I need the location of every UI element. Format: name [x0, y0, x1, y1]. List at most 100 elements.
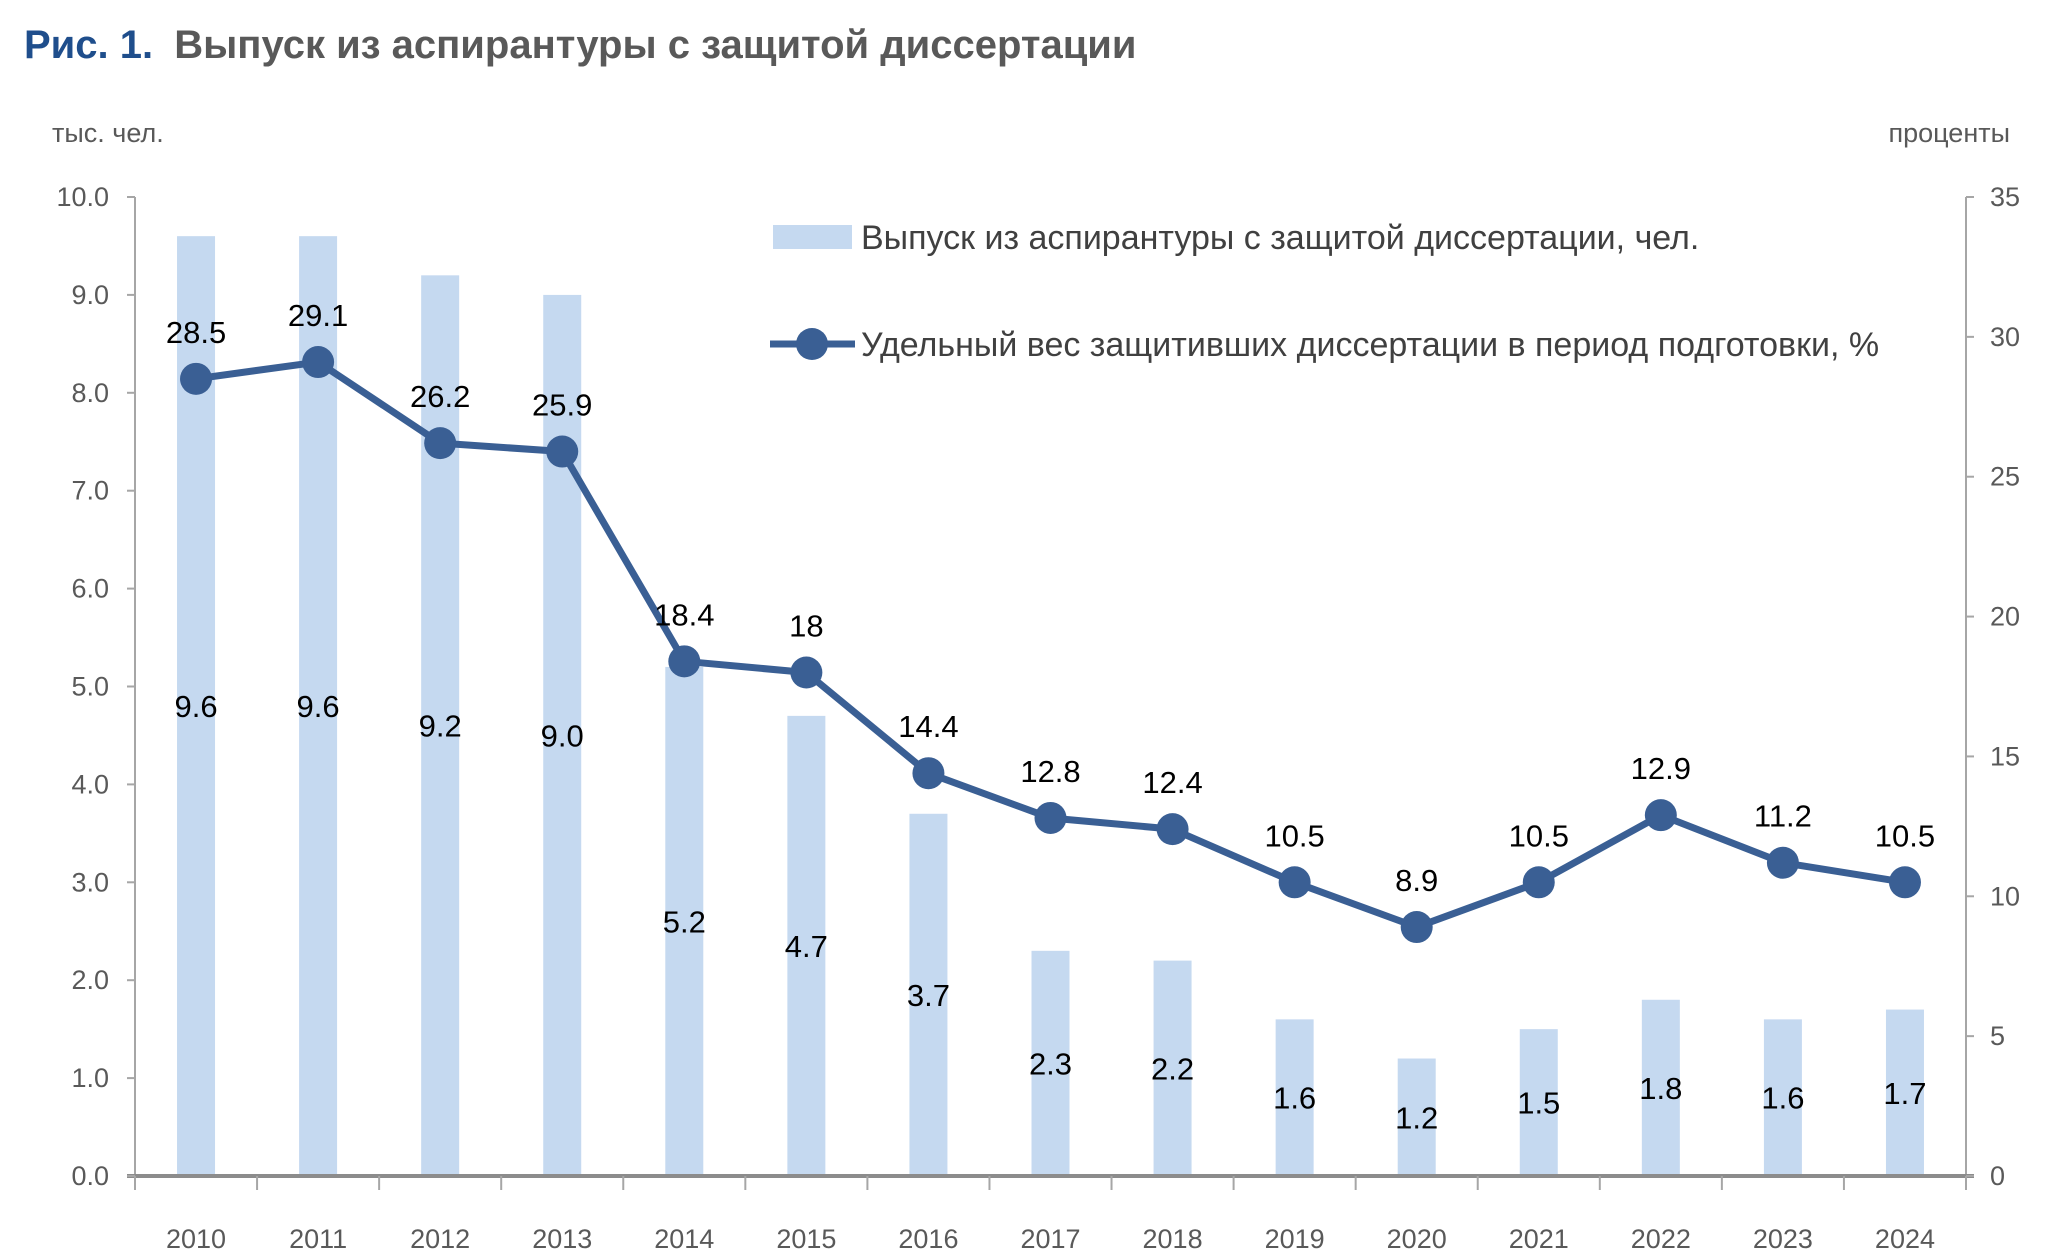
- x-tick-label: 2015: [776, 1224, 836, 1249]
- y-tick-label: 5.0: [71, 672, 109, 702]
- legend-bar-label: Выпуск из аспирантуры с защитой диссерта…: [861, 219, 1699, 257]
- x-tick-label: 2010: [166, 1224, 226, 1249]
- y2-tick-label: 0: [1990, 1161, 2005, 1191]
- legend-bar-swatch: [773, 225, 852, 249]
- x-tick-label: 2012: [410, 1224, 470, 1249]
- y-axis-label: тыс. чел.: [52, 118, 164, 148]
- bar-2014: [665, 666, 704, 1176]
- bar-label-2013: 9.0: [541, 718, 584, 753]
- bar-label-2010: 9.6: [174, 689, 217, 724]
- share-label-2017: 12.8: [1020, 754, 1080, 789]
- y-tick-label: 7.0: [71, 476, 109, 506]
- bar-2017: [1031, 950, 1070, 1176]
- bar-label-2023: 1.6: [1761, 1081, 1804, 1116]
- bar-2019: [1275, 1019, 1314, 1176]
- bar-label-2020: 1.2: [1395, 1100, 1438, 1135]
- y-tick-label: 10.0: [56, 182, 109, 212]
- x-tick-label: 2011: [289, 1224, 347, 1249]
- x-tick-label: 2024: [1875, 1224, 1935, 1249]
- x-tick-label: 2013: [532, 1224, 592, 1249]
- bar-2016: [909, 813, 948, 1176]
- share-marker-2023: [1766, 846, 1799, 879]
- bar-2020: [1397, 1058, 1436, 1176]
- share-marker-2020: [1400, 911, 1433, 944]
- share-label-2010: 28.5: [166, 315, 226, 350]
- x-tick-label: 2020: [1387, 1224, 1447, 1249]
- bar-label-2014: 5.2: [663, 904, 706, 939]
- share-label-2019: 10.5: [1264, 818, 1324, 853]
- x-tick-label: 2023: [1753, 1224, 1813, 1249]
- x-tick-label: 2022: [1631, 1224, 1691, 1249]
- bar-label-2012: 9.2: [419, 709, 462, 744]
- y2-tick-label: 20: [1990, 602, 2020, 632]
- share-label-2020: 8.9: [1395, 863, 1438, 898]
- share-marker-2013: [546, 435, 579, 468]
- share-label-2014: 18.4: [654, 597, 714, 632]
- x-tick-label: 2019: [1265, 1224, 1325, 1249]
- y2-tick-label: 25: [1990, 462, 2020, 492]
- share-label-2021: 10.5: [1509, 818, 1569, 853]
- x-tick-label: 2016: [898, 1224, 958, 1249]
- y-tick-label: 2.0: [71, 965, 109, 995]
- bar-label-2016: 3.7: [907, 978, 950, 1013]
- x-tick-label: 2021: [1509, 1224, 1569, 1249]
- legend-line-marker: [796, 328, 828, 360]
- share-label-2022: 12.9: [1631, 751, 1691, 786]
- bar-2018: [1153, 960, 1192, 1176]
- share-marker-2024: [1888, 866, 1921, 899]
- share-marker-2015: [790, 656, 823, 689]
- share-marker-2022: [1644, 799, 1677, 832]
- share-label-2015: 18: [789, 609, 823, 644]
- bar-label-2021: 1.5: [1517, 1086, 1560, 1121]
- bar-label-2022: 1.8: [1639, 1071, 1682, 1106]
- bar-label-2011: 9.6: [297, 689, 340, 724]
- y2-tick-label: 5: [1990, 1021, 2005, 1051]
- share-label-2011: 29.1: [288, 298, 348, 333]
- share-marker-2014: [668, 645, 701, 678]
- legend-line-label: Удельный вес защитивших диссертации в пе…: [861, 326, 1879, 364]
- x-tick-label: 2017: [1020, 1224, 1080, 1249]
- bar-2023: [1763, 1019, 1802, 1176]
- share-marker-2012: [424, 427, 457, 460]
- share-label-2016: 14.4: [898, 709, 958, 744]
- y2-axis-label: проценты: [1888, 118, 2010, 148]
- bar-label-2017: 2.3: [1029, 1046, 1072, 1081]
- svg-text:Рис. 1. Выпуск из аспирант: Рис. 1. Выпуск из аспирантуры с защитой …: [24, 23, 1136, 67]
- bar-2022: [1641, 999, 1680, 1176]
- bar-label-2015: 4.7: [785, 929, 828, 964]
- bar-2015: [787, 715, 826, 1176]
- share-label-2012: 26.2: [410, 379, 470, 414]
- y-tick-label: 1.0: [71, 1063, 109, 1093]
- y2-tick-label: 10: [1990, 881, 2020, 911]
- y-tick-label: 0.0: [71, 1161, 109, 1191]
- share-marker-2018: [1156, 813, 1189, 846]
- share-marker-2016: [912, 757, 945, 790]
- chart-title: Выпуск из аспирантуры с защитой диссерта…: [174, 23, 1136, 67]
- legend: Выпуск из аспирантуры с защитой диссерта…: [770, 219, 1879, 364]
- y-tick-label: 3.0: [71, 867, 109, 897]
- x-tick-label: 2014: [654, 1224, 714, 1249]
- share-label-2013: 25.9: [532, 388, 592, 423]
- bar-2024: [1885, 1009, 1924, 1176]
- bar-2021: [1519, 1029, 1558, 1176]
- figure-number: Рис. 1.: [24, 23, 153, 67]
- bar-label-2024: 1.7: [1883, 1076, 1926, 1111]
- y-tick-label: 4.0: [71, 769, 109, 799]
- y2-tick-label: 15: [1990, 741, 2020, 771]
- share-label-2023: 11.2: [1754, 799, 1812, 834]
- bar-label-2019: 1.6: [1273, 1081, 1316, 1116]
- y2-tick-label: 35: [1990, 182, 2020, 212]
- y-tick-label: 8.0: [71, 378, 109, 408]
- y2-tick-label: 30: [1990, 322, 2020, 352]
- x-tick-label: 2018: [1143, 1224, 1203, 1249]
- bar-2012: [421, 275, 460, 1176]
- share-label-2018: 12.4: [1142, 765, 1202, 800]
- bar-label-2018: 2.2: [1151, 1051, 1194, 1086]
- share-marker-2021: [1522, 866, 1555, 899]
- y-tick-label: 6.0: [71, 574, 109, 604]
- y-tick-label: 9.0: [71, 280, 109, 310]
- share-marker-2011: [302, 346, 335, 379]
- share-marker-2010: [180, 362, 213, 395]
- share-marker-2019: [1278, 866, 1311, 899]
